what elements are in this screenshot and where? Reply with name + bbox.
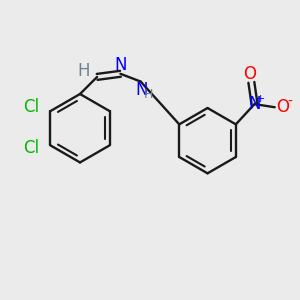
Text: +: +	[255, 94, 265, 104]
Text: -: -	[287, 95, 292, 109]
Text: Cl: Cl	[23, 98, 39, 116]
Text: N: N	[114, 56, 127, 74]
Text: O: O	[276, 98, 289, 116]
Text: Cl: Cl	[23, 139, 39, 157]
Text: H: H	[78, 62, 90, 80]
Text: N: N	[135, 81, 148, 99]
Text: O: O	[243, 65, 256, 83]
Text: H: H	[144, 88, 153, 101]
Text: N: N	[248, 95, 261, 113]
